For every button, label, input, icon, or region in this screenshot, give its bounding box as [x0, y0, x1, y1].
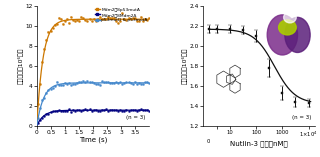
- X-axis label: Nutlin-3 濃度（nM）: Nutlin-3 濃度（nM）: [230, 141, 288, 147]
- Text: (n = 3): (n = 3): [292, 115, 312, 120]
- Legend: Mdm2␈8p53mutA, Mdm2␈8Mdm2Δ, p53mutD & p53mutA: Mdm2␈8p53mutA, Mdm2␈8Mdm2Δ, p53mutD & p5…: [94, 7, 148, 23]
- Y-axis label: 発光強度（10⁶％）: 発光強度（10⁶％）: [18, 48, 24, 84]
- X-axis label: Time (s): Time (s): [79, 136, 107, 143]
- Text: 0: 0: [207, 138, 211, 143]
- Y-axis label: 発光強度（10⁶％）: 発光強度（10⁶％）: [182, 48, 188, 84]
- Text: (n = 3): (n = 3): [126, 115, 146, 120]
